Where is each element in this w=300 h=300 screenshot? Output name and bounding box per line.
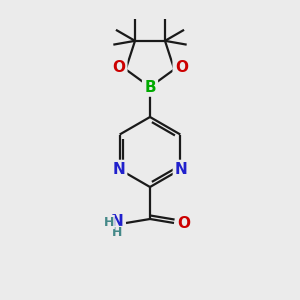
- Text: N: N: [111, 214, 123, 230]
- Text: B: B: [144, 80, 156, 94]
- Text: H: H: [112, 226, 122, 239]
- Text: O: O: [175, 60, 188, 75]
- Text: O: O: [112, 60, 125, 75]
- Text: N: N: [175, 162, 188, 177]
- Text: N: N: [112, 162, 125, 177]
- Text: O: O: [178, 215, 190, 230]
- Text: H: H: [104, 215, 114, 229]
